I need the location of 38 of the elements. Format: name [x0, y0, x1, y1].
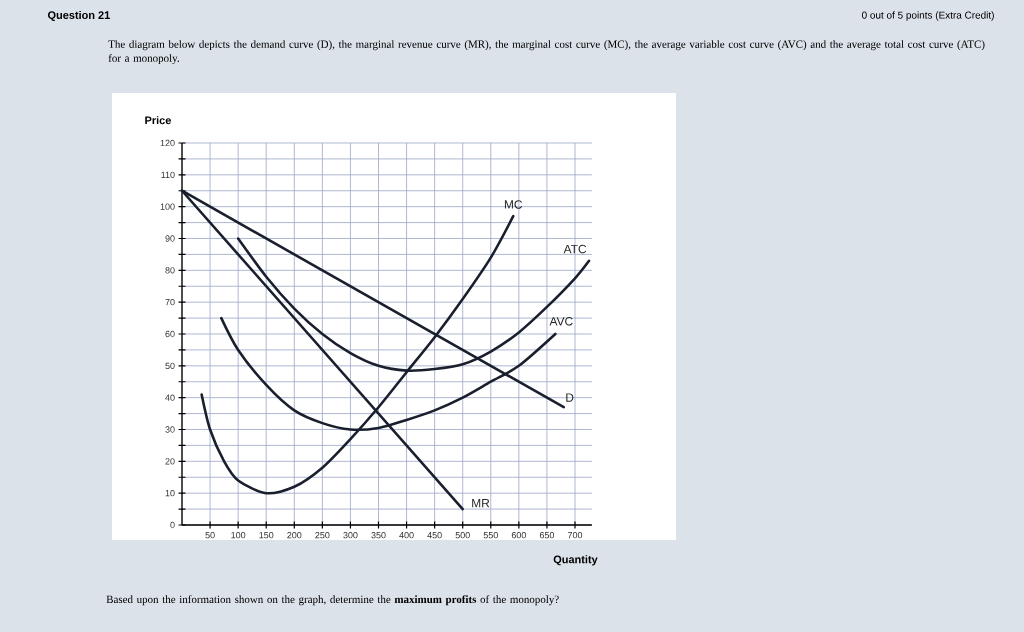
text: Question 21 [47, 10, 110, 22]
x-tick-label: 350 [371, 532, 386, 539]
y-tick-label: 10 [165, 489, 175, 497]
y-tick-label: 110 [161, 171, 175, 179]
y-tick-label: 120 [160, 139, 175, 147]
x-tick-label: 500 [455, 532, 470, 539]
y-tick-label: 40 [165, 394, 175, 401]
series-label: MC [504, 200, 523, 209]
x-tick-label: 550 [483, 532, 498, 539]
x-tick-label: 600 [511, 532, 526, 539]
series-label: ATC [563, 244, 587, 254]
series-label: AVC [549, 317, 573, 326]
x-tick-label: 300 [343, 532, 358, 539]
text: Based upon the information shown on the graph, determine the maximum profits of the monopoly? [106, 595, 559, 606]
y-tick-label: 0 [170, 521, 175, 529]
y-tick-label: 50 [165, 362, 175, 370]
y-tick-label: 70 [165, 298, 175, 306]
x-tick-label: 650 [539, 532, 555, 539]
y-tick-label: 30 [165, 426, 175, 433]
x-tick-label: 50 [205, 532, 215, 539]
x-tick-label: 700 [567, 532, 583, 539]
x-tick-label: 400 [399, 532, 414, 539]
x-tick-label: 200 [287, 532, 302, 539]
y-axis-title: Price [145, 116, 171, 125]
series-label: MR [472, 499, 490, 508]
y-tick-label: 60 [165, 330, 175, 338]
y-tick-label: 80 [165, 267, 175, 274]
x-tick-label: 450 [427, 532, 442, 539]
y-tick-label: 90 [165, 235, 175, 242]
y-tick-label: 100 [160, 203, 175, 210]
text: The diagram below depicts the demand curve (D), the marginal revenue curve (MR), the marginal cost curve (MC), the average variable cost curve (AVC) and the average total cost curve (ATC) for a monopoly. [108, 40, 985, 65]
text: 0 out of 5 points (Extra Credit) [861, 11, 994, 21]
y-tick-label: 20 [165, 458, 175, 465]
x-tick-label: 250 [315, 532, 330, 539]
x-axis-title: Quantity [553, 555, 598, 566]
series-label: D [566, 393, 574, 402]
x-tick-label: 150 [259, 532, 274, 539]
x-tick-label: 100 [231, 532, 246, 539]
